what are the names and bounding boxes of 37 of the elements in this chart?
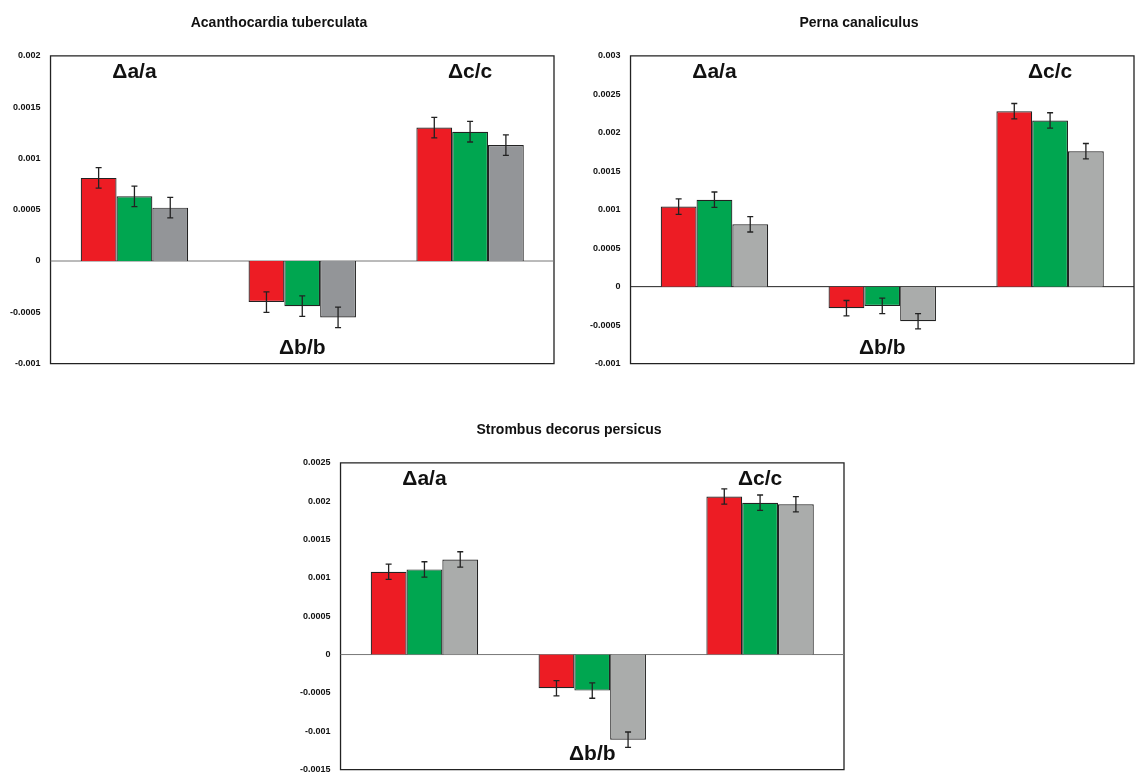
y-tick-label: 0: [35, 255, 41, 266]
annotation: Δb/b: [278, 334, 326, 358]
y-tick-label: -0.0005: [9, 306, 41, 317]
chart-title: Acanthocardia tuberculata: [190, 14, 368, 31]
y-tick-label: 0.002: [17, 50, 41, 61]
chart-title: Perna canaliculus: [799, 14, 919, 31]
annotation: Δc/c: [1027, 59, 1073, 83]
y-tick-label: 0: [325, 649, 331, 660]
y-tick-label: 0.0015: [12, 101, 41, 112]
y-tick-label: 0.001: [17, 152, 41, 163]
y-tick-label: 0.0025: [592, 88, 621, 99]
y-tick-label: 0.0015: [592, 165, 621, 176]
y-tick-label: -0.0005: [589, 319, 621, 330]
y-tick-label: -0.001: [14, 358, 41, 369]
y-tick-label: 0: [615, 281, 621, 292]
y-tick-label: 0.001: [597, 204, 621, 215]
y-tick-label: 0.002: [307, 495, 331, 506]
annotation: Δb/b: [568, 740, 616, 764]
y-tick-label: -0.001: [304, 725, 331, 736]
annotation: Δc/c: [737, 466, 783, 490]
chart-title: Strombus decorus persicus: [476, 421, 662, 438]
annotation: Δa/a: [692, 59, 737, 83]
y-tick-label: 0.002: [597, 127, 621, 138]
y-tick-label: 0.0005: [302, 610, 331, 621]
y-tick-label: 0.0025: [302, 457, 331, 468]
y-tick-label: 0.0005: [12, 204, 41, 215]
y-tick-label: -0.0005: [299, 687, 331, 698]
y-tick-label: -0.0015: [299, 764, 331, 775]
annotation: Δb/b: [858, 334, 906, 358]
y-tick-label: 0.003: [597, 50, 621, 61]
annotation: Δa/a: [402, 466, 447, 490]
y-tick-label: 0.001: [307, 572, 331, 583]
annotation: Δa/a: [112, 59, 157, 83]
annotation: Δc/c: [447, 59, 493, 83]
y-tick-label: -0.001: [594, 358, 621, 369]
y-tick-label: 0.0005: [592, 242, 621, 253]
y-tick-label: 0.0015: [302, 533, 331, 544]
